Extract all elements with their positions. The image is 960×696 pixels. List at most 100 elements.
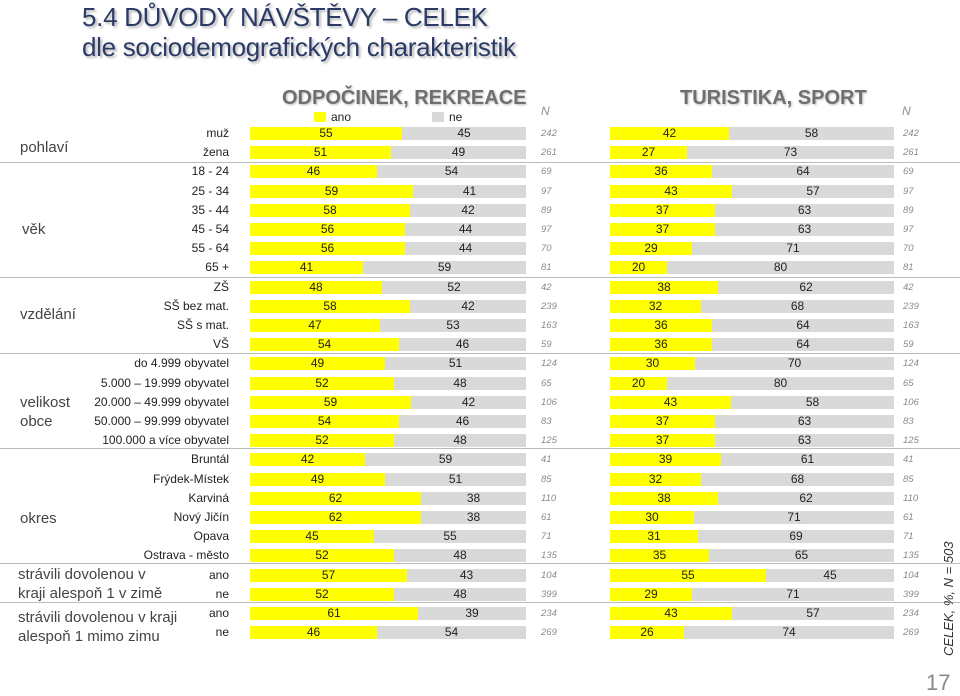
n-value: 242	[541, 128, 557, 139]
bar-ano: 38	[610, 280, 718, 294]
n-value: 242	[903, 128, 919, 139]
n-value: 234	[903, 608, 919, 619]
n-value: 65	[903, 377, 914, 389]
bar-ano: 46	[250, 165, 377, 179]
bar-ne: 41	[413, 184, 526, 198]
bar-ano: 39	[610, 453, 721, 467]
bar-ano: 20	[610, 376, 667, 390]
bar-ne: 45	[402, 127, 526, 140]
row-label: Opava	[193, 529, 229, 544]
bar-ano: 37	[610, 415, 715, 428]
n-value: 69	[541, 166, 552, 178]
panel-title-rekreace: ODPOČINEK, REKREACE	[282, 87, 527, 109]
bar-ano: 52	[250, 549, 394, 563]
row-label: VŠ	[212, 337, 229, 352]
n-value: 269	[541, 627, 557, 639]
bar-ne: 71	[692, 587, 894, 601]
group-label-pohlavi: pohlaví	[20, 139, 69, 156]
row-label: 65 +	[205, 260, 229, 275]
n-value: 234	[541, 608, 557, 619]
separator-line	[0, 277, 960, 278]
bar-ne: 65	[709, 549, 894, 563]
row-label: Nový Jičín	[173, 510, 229, 524]
group-label-mimo-1: strávili dovolenou v kraji	[18, 609, 178, 626]
bar-ano: 41	[250, 261, 363, 275]
bar-ano: 57	[250, 568, 407, 582]
bar-ne: 42	[410, 299, 526, 313]
separator-line	[0, 448, 960, 449]
bar-ano: 52	[250, 376, 394, 390]
bar-ano: 58	[250, 203, 410, 217]
bar-ano: 49	[250, 357, 385, 371]
row-label: 100.000 a více obyvatel	[102, 433, 229, 448]
bar-ne: 71	[694, 511, 894, 524]
bar-ne: 52	[382, 280, 526, 294]
n-value: 42	[903, 281, 914, 293]
bar-ano: 43	[610, 395, 731, 409]
group-label-okres: okres	[20, 510, 57, 527]
bar-ne: 64	[712, 338, 894, 352]
n-value: 163	[541, 320, 557, 331]
n-value: 41	[541, 454, 552, 466]
bar-ano: 52	[250, 434, 394, 448]
page-title: 5.4 DŮVODY NÁVŠTĚVY – CELEK	[82, 2, 488, 32]
page-number: 17	[926, 670, 951, 695]
row-label: 25 - 34	[191, 183, 229, 198]
bar-ano: 30	[610, 511, 694, 524]
bar-ano: 29	[610, 587, 692, 601]
bar-ano: 37	[610, 223, 715, 236]
bar-ano: 62	[250, 511, 421, 524]
bar-ano: 45	[250, 530, 374, 544]
bar-ne: 61	[721, 453, 894, 467]
n-value: 89	[541, 204, 552, 216]
bar-ano: 48	[250, 280, 382, 294]
n-value: 261	[541, 147, 557, 159]
bar-ne: 51	[385, 472, 526, 486]
n-value: 97	[541, 224, 552, 235]
group-label-zime-1: strávili dovolenou v	[18, 566, 146, 583]
row-label: 5.000 – 19.999 obyvatel	[100, 375, 229, 390]
bar-ne: 74	[684, 626, 894, 640]
n-value: 135	[903, 550, 919, 562]
row-label: 20.000 – 49.999 obyvatel	[94, 394, 229, 409]
bar-ano: 36	[610, 165, 712, 179]
row-label: ano	[208, 606, 229, 620]
n-value: 71	[541, 531, 552, 543]
n-value: 83	[541, 416, 552, 427]
n-value: 125	[541, 435, 557, 447]
bar-ne: 69	[698, 530, 894, 544]
bar-ano: 42	[250, 453, 365, 467]
legend-label-ano: ano	[331, 110, 352, 124]
n-value: 61	[903, 512, 914, 523]
bar-ne: 38	[421, 491, 526, 505]
n-value: 239	[903, 300, 919, 312]
bar-ano: 43	[610, 607, 732, 620]
row-label: Frýdek-Místek	[152, 471, 229, 486]
separator-line	[0, 353, 960, 354]
n-value: 97	[903, 224, 914, 235]
row-label: Ostrava - město	[143, 548, 229, 563]
n-value: 69	[903, 166, 914, 178]
n-value: 61	[541, 512, 552, 523]
n-value: 104	[903, 569, 919, 581]
bar-ne: 46	[399, 415, 526, 428]
bar-ano: 42	[610, 127, 729, 140]
bar-ano: 52	[250, 587, 394, 601]
bar-ne: 49	[391, 146, 526, 160]
bar-ne: 43	[407, 568, 526, 582]
bar-ne: 45	[766, 568, 894, 582]
group-label-vzdelani: vzdělání	[20, 306, 76, 323]
bar-ne: 54	[377, 626, 526, 640]
n-value: 81	[903, 262, 914, 274]
bar-ano: 38	[610, 491, 718, 505]
bar-ne: 59	[365, 453, 526, 467]
n-value: 42	[541, 281, 552, 293]
bar-ano: 47	[250, 319, 380, 332]
group-label-obce: obce	[20, 413, 53, 430]
bar-ne: 62	[718, 280, 894, 294]
n-value: 85	[903, 473, 914, 485]
n-header-turistika: N	[902, 104, 911, 118]
row-label: 50.000 – 99.999 obyvatel	[94, 414, 229, 428]
n-value: 269	[903, 627, 919, 639]
bar-ne: 63	[715, 434, 894, 448]
